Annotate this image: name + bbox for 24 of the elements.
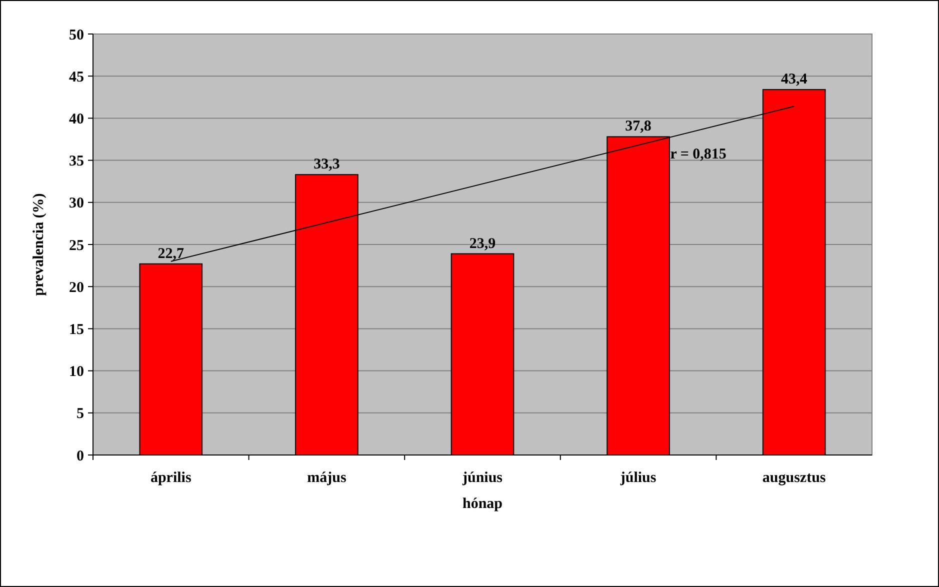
y-tick-label: 20 (69, 280, 84, 296)
data-label: 22,7 (158, 246, 185, 262)
data-label: 33,3 (314, 156, 340, 173)
y-tick-label: 50 (69, 27, 84, 44)
x-tick-label: augusztus (762, 470, 826, 486)
y-tick-label: 35 (69, 154, 84, 170)
x-tick-label: június (461, 470, 503, 486)
y-tick-label: 0 (76, 448, 84, 464)
data-label: 37,8 (625, 118, 652, 135)
x-tick-label: július (619, 470, 656, 486)
y-tick-label: 5 (76, 406, 84, 422)
x-tick-label: április (150, 470, 192, 486)
y-axis-title: prevalencia (%) (31, 193, 47, 296)
x-tick-label: május (307, 470, 346, 486)
y-tick-label: 25 (69, 238, 84, 254)
x-axis-title: hónap (462, 496, 503, 512)
data-label: 43,4 (780, 72, 808, 88)
data-label: 23,9 (469, 236, 496, 252)
y-tick-label: 45 (69, 69, 84, 86)
y-tick-label: 10 (69, 364, 84, 380)
y-tick-label: 15 (69, 322, 84, 338)
y-tick-label: 40 (69, 111, 84, 128)
y-tick-label: 30 (69, 196, 84, 212)
annotation: r = 0,815 (670, 146, 726, 162)
